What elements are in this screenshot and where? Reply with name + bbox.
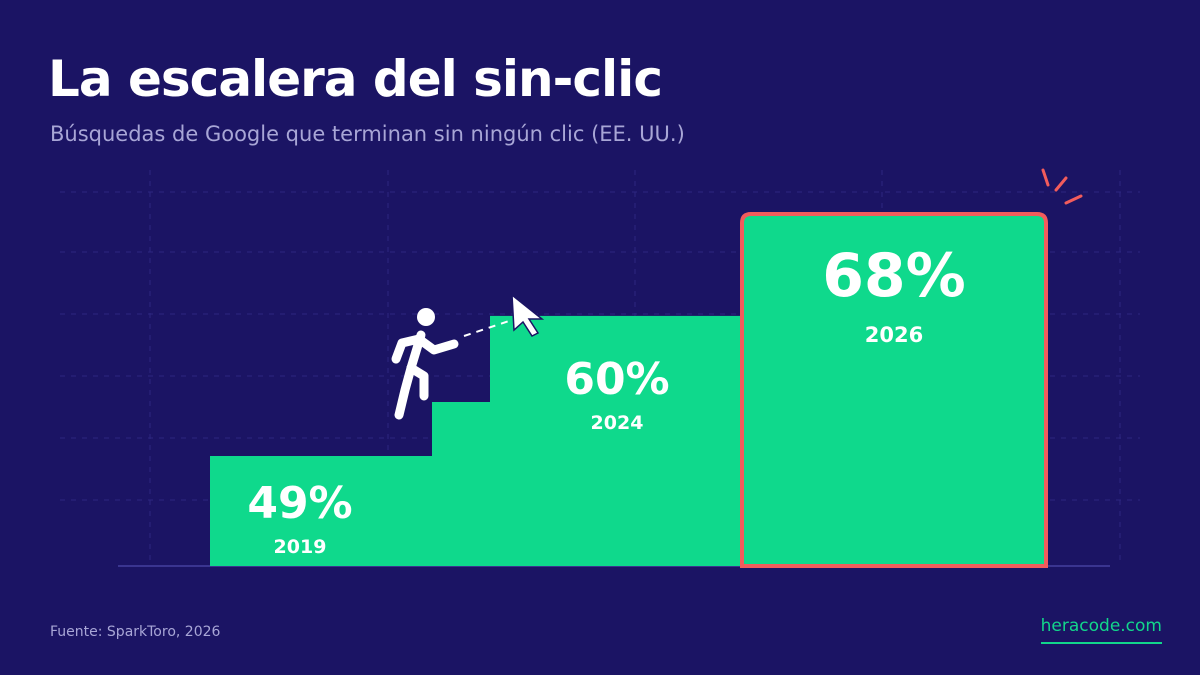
category-label-2019: 2019: [274, 536, 327, 558]
category-label-2026: 2026: [865, 323, 923, 347]
climbing-person-icon: [391, 308, 459, 420]
value-label-2024: 60%: [564, 354, 669, 405]
chart-title: La escalera del sin-clic: [48, 50, 663, 108]
cursor-arrow-icon: [463, 293, 545, 337]
source-note: Fuente: SparkToro, 2026: [50, 624, 221, 640]
category-label-2024: 2024: [591, 412, 644, 434]
bar-2026: [740, 212, 1048, 568]
spark-lines-icon: [1041, 168, 1083, 205]
stair-step-connector: [432, 402, 490, 566]
brand-link[interactable]: heracode.com: [1040, 616, 1162, 644]
value-label-2026: 68%: [822, 241, 966, 311]
chart-subtitle: Búsquedas de Google que terminan sin nin…: [50, 122, 685, 146]
value-label-2019: 49%: [247, 478, 352, 529]
bar-2024: [490, 315, 744, 566]
